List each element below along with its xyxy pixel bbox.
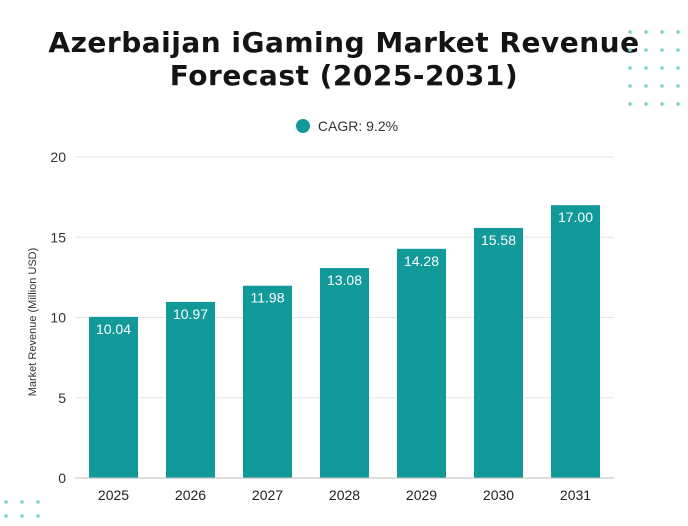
- data-label-2027: 11.98: [251, 290, 285, 306]
- decor-dot: [644, 48, 648, 52]
- decor-dot: [660, 30, 664, 34]
- x-tick-label: 2030: [483, 487, 514, 503]
- y-axis-ticks: 0 5 10 15 20: [50, 149, 66, 486]
- decorative-dots-bottom-left: [4, 500, 40, 518]
- x-axis-ticks: 2025 2026 2027 2028 2029 2030 2031: [98, 487, 591, 503]
- decor-dot: [628, 48, 632, 52]
- data-label-2029: 14.28: [404, 253, 439, 269]
- bar-2030: [474, 227, 523, 478]
- decor-dot: [644, 66, 648, 70]
- bar-2029: [397, 248, 446, 478]
- decor-dot: [628, 66, 632, 70]
- x-tick-label: 2026: [175, 487, 206, 503]
- decor-dot: [628, 30, 632, 34]
- decorative-dots-top-right: [628, 30, 680, 106]
- y-tick-label: 15: [50, 229, 66, 245]
- data-label-2030: 15.58: [481, 232, 516, 248]
- decor-dot: [660, 66, 664, 70]
- data-labels: 10.04 10.97 11.98 13.08 14.28 15.58 17.00: [96, 209, 593, 337]
- chart-title: Azerbaijan iGaming Market Revenue Foreca…: [0, 26, 688, 92]
- bars: [89, 205, 600, 478]
- y-tick-label: 5: [58, 390, 66, 406]
- x-tick-label: 2029: [406, 487, 437, 503]
- x-tick-label: 2025: [98, 487, 129, 503]
- x-tick-label: 2031: [560, 487, 591, 503]
- decor-dot: [36, 500, 40, 504]
- y-tick-label: 20: [50, 149, 66, 165]
- x-tick-label: 2027: [252, 487, 283, 503]
- decor-dot: [4, 514, 8, 518]
- data-label-2028: 13.08: [327, 272, 362, 288]
- decor-dot: [676, 66, 680, 70]
- decor-dot: [4, 500, 8, 504]
- chart-title-line-1: Azerbaijan iGaming Market Revenue: [48, 26, 640, 59]
- decor-dot: [676, 30, 680, 34]
- legend-swatch: [295, 119, 310, 133]
- decor-dot: [660, 102, 664, 106]
- y-axis-label: Market Revenue (Million USD): [27, 248, 39, 397]
- legend-label: CAGR: 9.2%: [317, 118, 399, 134]
- decor-dot: [628, 84, 632, 88]
- chart-title-line-2: Forecast (2025-2031): [169, 59, 519, 92]
- data-label-2031: 17.00: [558, 209, 593, 225]
- decor-dot: [20, 514, 24, 518]
- bar-2028: [320, 268, 369, 478]
- decor-dot: [676, 102, 680, 106]
- chart-legend: CAGR: 9.2%: [0, 118, 688, 134]
- data-label-2026: 10.97: [173, 306, 208, 322]
- decor-dot: [36, 514, 40, 518]
- decor-dot: [660, 84, 664, 88]
- decor-dot: [676, 84, 680, 88]
- bar-2026: [166, 301, 215, 478]
- y-tick-label: 10: [50, 310, 66, 326]
- decor-dot: [628, 102, 632, 106]
- x-tick-label: 2028: [329, 487, 360, 503]
- bar-2031: [551, 205, 600, 478]
- bar-2025: [89, 316, 138, 478]
- decor-dot: [644, 84, 648, 88]
- bar-2027: [243, 285, 292, 478]
- decor-dot: [20, 500, 24, 504]
- decor-dot: [644, 102, 648, 106]
- decor-dot: [660, 48, 664, 52]
- decor-dot: [676, 48, 680, 52]
- decor-dot: [644, 30, 648, 34]
- y-tick-label: 0: [58, 470, 66, 486]
- data-label-2025: 10.04: [96, 321, 131, 337]
